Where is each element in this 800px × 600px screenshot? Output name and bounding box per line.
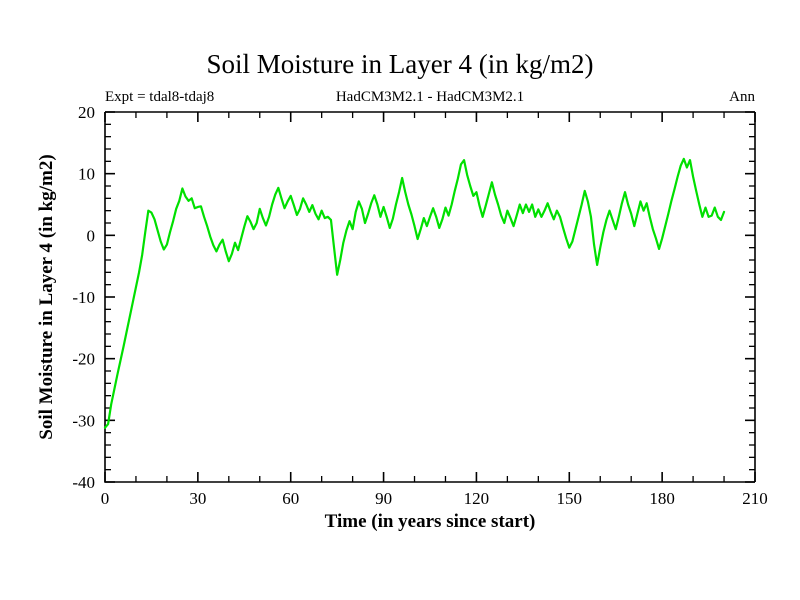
- y-axis-ticks: [105, 111, 755, 483]
- data-series-line: [103, 157, 726, 429]
- x-tick-label: 0: [101, 489, 110, 508]
- x-tick-label: 180: [649, 489, 675, 508]
- x-axis-ticks: [104, 112, 756, 482]
- data-series-group: [103, 157, 726, 429]
- x-tick-label: 90: [375, 489, 392, 508]
- x-tick-label: 60: [282, 489, 299, 508]
- y-tick-label: -20: [72, 350, 95, 369]
- y-tick-label: -10: [72, 288, 95, 307]
- experiment-label: Expt = tdal8-tdaj8: [105, 89, 214, 105]
- y-tick-label: 10: [78, 165, 95, 184]
- y-tick-label: 20: [78, 103, 95, 122]
- y-axis-tick-labels: -40 -30 -20 -10 0 10 20: [72, 103, 95, 492]
- y-tick-label: -40: [72, 473, 95, 492]
- x-tick-label: 210: [742, 489, 768, 508]
- x-tick-label: 30: [189, 489, 206, 508]
- x-tick-label: 150: [557, 489, 583, 508]
- chart-title: Soil Moisture in Layer 4 (in kg/m2): [207, 49, 594, 79]
- x-axis-title: Time (in years since start): [325, 511, 536, 532]
- y-tick-label: 0: [87, 226, 96, 245]
- x-tick-label: 120: [464, 489, 490, 508]
- period-label: Ann: [729, 89, 755, 105]
- y-tick-label: -30: [72, 411, 95, 430]
- model-label: HadCM3M2.1 - HadCM3M2.1: [336, 89, 524, 105]
- x-axis-tick-labels: 0 30 60 90 120 150 180 210: [101, 489, 768, 508]
- y-axis-title: Soil Moisture in Layer 4 (in kg/m2): [36, 154, 57, 439]
